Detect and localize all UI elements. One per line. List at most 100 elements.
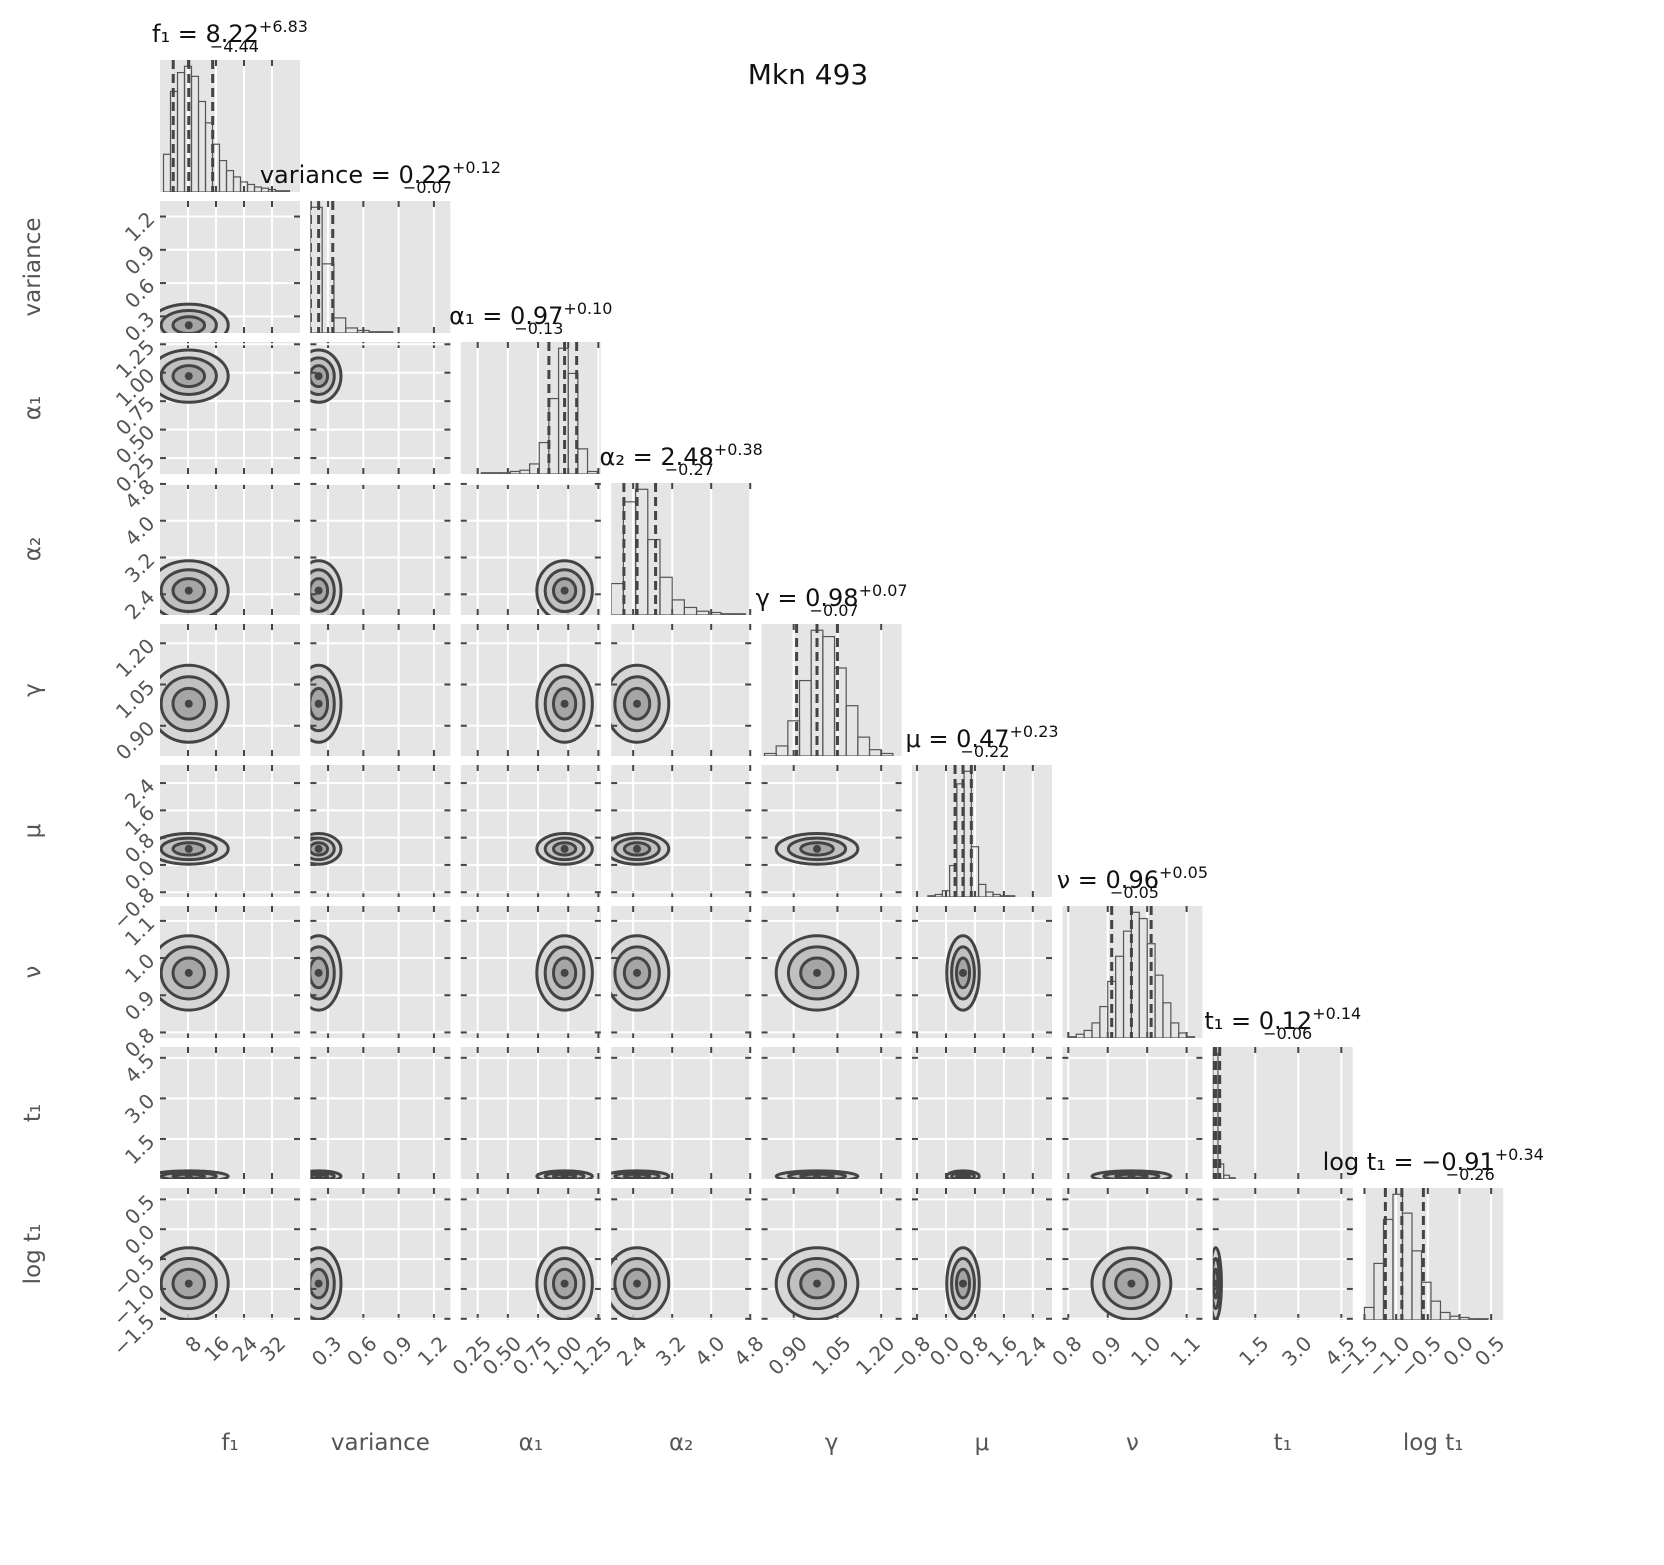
center-point [560,699,569,708]
y-axis-label: α₂ [20,537,46,561]
y-tick-label: 0.9 [120,986,159,1025]
param-title: f₁ = 8.22+6.83 −4.44 [152,17,308,56]
y-tick-label: 2.4 [120,585,159,624]
panel-data [310,782,451,894]
panel-bg [460,342,601,474]
center-point [314,968,323,977]
center-point [560,1172,569,1179]
panel-bg [160,1047,300,1179]
title-text: log t₁ = −0.91 [1323,1148,1495,1176]
hist-bar [977,883,987,897]
panel-data [761,1056,902,1179]
title-upper: +0.34 [1495,1145,1544,1164]
panel-data [763,624,894,756]
panel [310,1047,451,1179]
param-title: ν = 0.96+0.05 −0.05 [1057,863,1208,902]
x-tick-label: 1.0 [1126,1331,1165,1370]
panel-bg [912,1047,1052,1179]
panel [761,624,902,756]
panel-data [611,642,752,744]
panel [460,1188,601,1320]
panel-data [310,343,451,460]
center-point [633,968,642,977]
center-point [560,968,569,977]
hist-bar [845,705,859,756]
title-text: ν = 0.96 [1057,866,1159,894]
panel-bg [611,1047,752,1179]
panel-data [310,919,451,1034]
y-axis-label: variance [20,217,46,316]
panel [1062,1188,1203,1320]
y-tick-label: 0.5 [120,1190,159,1229]
center-point [184,321,193,330]
panel-data [761,1198,902,1320]
panel [912,1188,1052,1320]
x-axis-label: α₂ [669,1430,693,1456]
panel-data [160,1056,300,1179]
center-point [314,1172,323,1179]
panel [611,1188,752,1320]
center-point [813,968,822,977]
panel [1212,1188,1353,1320]
title-lower: −0.27 [665,460,714,479]
hist-bar [567,372,579,474]
panel-data [460,782,601,894]
x-tick-label: 4.8 [729,1331,768,1370]
panel-bg [1212,1047,1353,1179]
center-point [1127,1172,1136,1179]
panel-bg [761,765,902,897]
hist-bar [1178,1032,1188,1038]
x-tick-label: 4.0 [690,1331,729,1370]
title-lower: −0.26 [1446,1165,1495,1184]
x-tick-label: 0.3 [307,1331,346,1370]
chart-title: Mkn 493 [748,58,868,91]
y-axis-label: μ [20,823,46,838]
panel-data [460,642,601,744]
panel-data [310,201,394,333]
center-point [813,844,822,853]
x-tick-label: 3.2 [651,1331,690,1370]
hist-bar [1477,1318,1489,1320]
center-point [1212,1279,1220,1288]
panel-bg [912,1188,1052,1320]
x-tick-label: 2.4 [1012,1331,1051,1370]
panel [761,1188,902,1320]
center-point [184,844,193,853]
title-upper: +0.23 [1010,722,1059,741]
x-tick-label: 0.6 [342,1331,381,1370]
panel [761,1047,902,1179]
y-axis-label: γ [20,683,46,697]
hist-bar [1223,1174,1231,1179]
panel-data [160,782,300,894]
panel-data [611,919,752,1034]
panel-data [160,642,300,744]
panel-bg [912,765,1052,897]
y-tick-label: 0.90 [111,716,159,764]
panel [761,906,902,1038]
center-point [314,372,323,381]
title-lower: −0.06 [1263,1024,1312,1043]
y-tick-label: 4.5 [120,1048,159,1087]
x-axis-label: variance [331,1430,430,1456]
x-tick-label: 0.8 [1047,1331,1086,1370]
panel-data [310,483,451,615]
panel [1363,1188,1504,1320]
panel-data [310,1056,451,1179]
title-lower: −0.05 [1110,883,1159,902]
panel [611,624,752,756]
panel [310,624,451,756]
center-point [184,1172,193,1179]
panel-data [611,483,746,615]
panel [310,765,451,897]
panel-data [1212,1198,1353,1320]
center-point [314,699,323,708]
panel-data [162,60,291,192]
y-axis-label: ν [20,966,46,979]
panel-data [1067,906,1196,1038]
x-tick-label: 0.9 [1087,1331,1126,1370]
x-tick-label: 1.2 [413,1331,452,1370]
panel-data [912,919,1052,1034]
center-point [184,1279,193,1288]
center-point [633,844,642,853]
title-upper: +6.83 [259,17,308,36]
